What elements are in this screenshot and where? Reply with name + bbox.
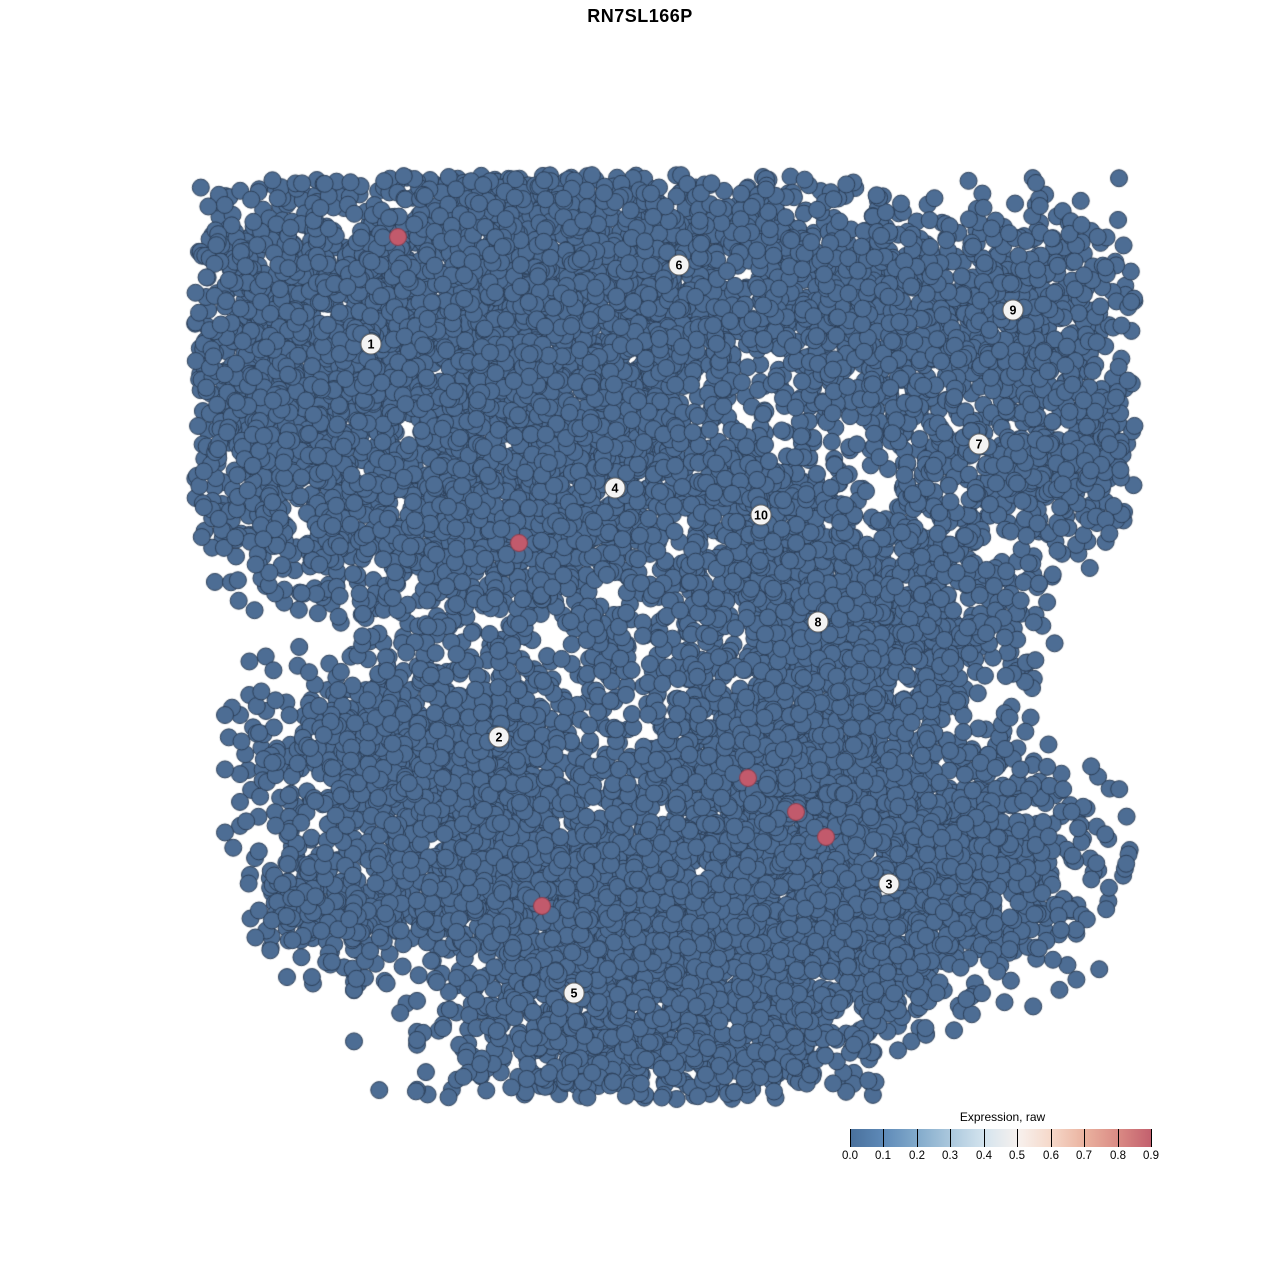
expression-legend: Expression, raw 0.0 0.1 0.2 0.3 0.4 0.5 0.6 0.7…: [840, 1110, 1165, 1164]
legend-tick-label: 0.3: [942, 1150, 958, 1162]
legend-tick: [917, 1129, 918, 1147]
legend-tick-label: 0.6: [1043, 1150, 1059, 1162]
legend-tick: [950, 1129, 951, 1147]
legend-tick-label: 0.8: [1110, 1150, 1126, 1162]
legend-tick-label: 0.0: [842, 1150, 858, 1162]
cluster-label-10: 10: [750, 504, 772, 526]
cluster-label-4: 4: [604, 477, 626, 499]
legend-tick-label: 0.9: [1143, 1150, 1159, 1162]
legend-tick-label: 0.2: [909, 1150, 925, 1162]
legend-tick-label: 0.4: [976, 1150, 992, 1162]
legend-tick-labels: 0.0 0.1 0.2 0.3 0.4 0.5 0.6 0.7 0.8 0.9: [842, 1150, 1159, 1164]
cluster-label-3: 3: [878, 873, 900, 895]
legend-title: Expression, raw: [959, 1110, 1046, 1124]
legend-tick-label: 0.5: [1009, 1150, 1025, 1162]
legend-tick: [850, 1129, 851, 1147]
legend-tick-label: 0.7: [1076, 1150, 1092, 1162]
cluster-label-8: 8: [807, 611, 829, 633]
legend-tick: [883, 1129, 884, 1147]
legend-tick: [1017, 1129, 1018, 1147]
cluster-label-5: 5: [563, 982, 585, 1004]
cluster-label-7: 7: [968, 433, 990, 455]
legend-tick: [1118, 1129, 1119, 1147]
cluster-label-6: 6: [668, 254, 690, 276]
cluster-label-2: 2: [488, 726, 510, 748]
legend-tick: [1084, 1129, 1085, 1147]
legend-tick: [1051, 1129, 1052, 1147]
legend-colorbar-gradient: [850, 1129, 1152, 1147]
cluster-label-1: 1: [360, 333, 382, 355]
legend-tick: [984, 1129, 985, 1147]
cluster-label-9: 9: [1002, 299, 1024, 321]
legend-colorbar-wrap: [850, 1129, 1152, 1147]
legend-tick: [1151, 1129, 1152, 1147]
legend-tick-label: 0.1: [875, 1150, 891, 1162]
